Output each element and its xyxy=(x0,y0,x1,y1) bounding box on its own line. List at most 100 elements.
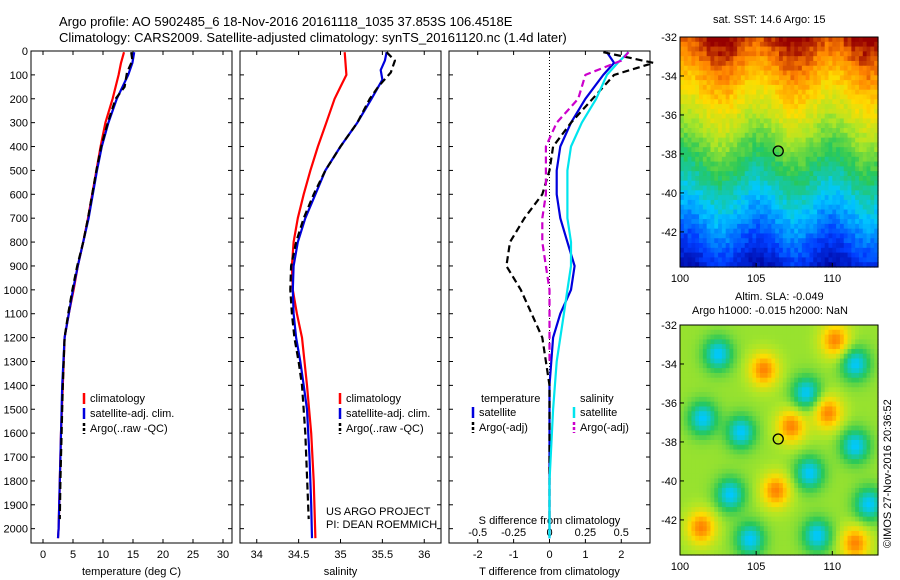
sst-xtick-label: 110 xyxy=(824,273,842,285)
depth-tick-label: 800 xyxy=(10,237,28,249)
sst-ytick-label: -36 xyxy=(661,110,677,122)
temperature-xlabel: temperature (deg C) xyxy=(82,566,181,578)
profile-title: Argo profile: AO 5902485_6 18-Nov-2016 2… xyxy=(59,14,513,29)
diff-legend-s-satellite-label: satellite xyxy=(580,407,617,419)
salinity-diff-tick-label: 0.25 xyxy=(575,527,596,539)
climatology-subtitle: Climatology: CARS2009. Satellite-adjuste… xyxy=(59,30,567,45)
temperature-series-climatology xyxy=(56,51,126,539)
temperature-legend-2-label: Argo(..raw -QC) xyxy=(90,423,168,435)
difference-xtick-label: -2 xyxy=(473,549,483,561)
temperature-axes-frame xyxy=(30,50,233,544)
difference-axes-frame xyxy=(448,50,651,544)
depth-tick-label: 0 xyxy=(22,46,28,58)
salinity-diff-tick-label: 0.5 xyxy=(614,527,629,539)
sst-ytick-label: -42 xyxy=(661,227,677,239)
sst-map-frame xyxy=(679,36,879,268)
sla-ytick-label: -34 xyxy=(661,359,677,371)
salinity-diff-tick-label: 0 xyxy=(546,527,552,539)
depth-tick-label: 1800 xyxy=(4,476,28,488)
sst-heatmap-cells xyxy=(680,37,879,268)
difference-series-temperature-satellite xyxy=(548,51,616,539)
imos-credit: ©IMOS 27-Nov-2016 20:36:52 xyxy=(882,399,894,548)
sst-ytick-label: -38 xyxy=(661,149,677,161)
temperature-series-satellite-adj-clim- xyxy=(56,52,136,539)
salinity-xlabel: salinity xyxy=(324,566,358,578)
salinity-xtick-label: 36 xyxy=(418,549,430,561)
depth-tick-label: 1100 xyxy=(4,309,28,321)
difference-series-salinity-argo-adj- xyxy=(541,51,630,362)
diff-legend-temperature-header: temperature xyxy=(481,393,540,405)
difference-series-temperature-argo-adj- xyxy=(505,51,655,520)
sst-ytick-label: -32 xyxy=(661,32,677,44)
sla-argo-marker xyxy=(772,433,784,445)
salinity-series-satellite-adj-clim- xyxy=(291,51,388,539)
temperature-xtick-label: 20 xyxy=(157,549,169,561)
temperature-xtick-label: 25 xyxy=(187,549,199,561)
salinity-xtick-label: 34.5 xyxy=(288,549,309,561)
project-label: US ARGO PROJECT xyxy=(326,506,431,518)
pi-label: PI: DEAN ROEMMICH xyxy=(326,519,438,531)
sla-ytick-label: -32 xyxy=(661,320,677,332)
sla-heatmap-cells xyxy=(680,325,879,556)
salinity-diff-label: S difference from climatology xyxy=(479,515,621,527)
temperature-xtick-label: 15 xyxy=(127,549,139,561)
diff-legend-t-satellite-label: satellite xyxy=(479,407,516,419)
depth-tick-label: 2000 xyxy=(4,524,28,536)
diff-legend-t-argo-label: Argo(-adj) xyxy=(479,422,528,434)
difference-series-salinity-satellite xyxy=(548,51,630,539)
salinity-xtick-label: 34 xyxy=(251,549,263,561)
difference-xtick-label: 1 xyxy=(582,549,588,561)
temperature-xtick-label: 30 xyxy=(217,549,229,561)
difference-xtick-label: 0 xyxy=(546,549,552,561)
sla-xtick-label: 105 xyxy=(747,561,765,573)
depth-tick-label: 400 xyxy=(10,142,28,154)
depth-tick-label: 1600 xyxy=(4,428,28,440)
salinity-legend-2-label: Argo(..raw -QC) xyxy=(346,423,424,435)
sst-map-title: sat. SST: 14.6 Argo: 15 xyxy=(713,14,826,26)
salinity-axes-frame xyxy=(239,50,442,544)
sla-ytick-label: -42 xyxy=(661,515,677,527)
sst-xtick-label: 105 xyxy=(747,273,765,285)
salinity-xtick-label: 35.5 xyxy=(372,549,393,561)
sla-xtick-label: 100 xyxy=(671,561,689,573)
temperature-legend-0-label: climatology xyxy=(90,393,146,405)
diff-legend-salinity-header: salinity xyxy=(580,393,614,405)
depth-tick-label: 1300 xyxy=(4,356,28,368)
depth-tick-label: 100 xyxy=(10,70,28,82)
salinity-diff-tick-label: -0.5 xyxy=(468,527,487,539)
depth-tick-label: 600 xyxy=(10,189,28,201)
sla-map-frame xyxy=(679,324,879,556)
sla-ytick-label: -38 xyxy=(661,437,677,449)
sla-ytick-label: -40 xyxy=(661,476,677,488)
depth-tick-label: 1400 xyxy=(4,380,28,392)
sst-xtick-label: 100 xyxy=(671,273,689,285)
temperature-series-argo-raw-qc- xyxy=(58,52,134,520)
temperature-xtick-label: 5 xyxy=(70,549,76,561)
depth-tick-label: 700 xyxy=(10,213,28,225)
depth-tick-label: 200 xyxy=(10,94,28,106)
sla-map-title-2: Argo h1000: -0.015 h2000: NaN xyxy=(692,305,848,317)
temperature-xtick-label: 0 xyxy=(40,549,46,561)
difference-xtick-label: 2 xyxy=(618,549,624,561)
difference-xtick-label: -1 xyxy=(509,549,519,561)
depth-tick-label: 1900 xyxy=(4,500,28,512)
depth-tick-label: 1000 xyxy=(4,285,28,297)
sla-xtick-label: 110 xyxy=(824,561,842,573)
difference-xlabel: T difference from climatology xyxy=(479,566,620,578)
sst-argo-marker xyxy=(772,145,784,157)
salinity-legend-1-label: satellite-adj. clim. xyxy=(346,408,430,420)
salinity-xtick-label: 35 xyxy=(334,549,346,561)
sla-map-title-1: Altim. SLA: -0.049 xyxy=(735,291,824,303)
depth-tick-label: 900 xyxy=(10,261,28,273)
salinity-series-climatology xyxy=(290,52,348,539)
depth-tick-label: 500 xyxy=(10,165,28,177)
salinity-legend-0-label: climatology xyxy=(346,393,402,405)
diff-legend-s-argo-label: Argo(-adj) xyxy=(580,422,629,434)
sst-ytick-label: -40 xyxy=(661,188,677,200)
temperature-legend-1-label: satellite-adj. clim. xyxy=(90,408,174,420)
depth-tick-label: 1500 xyxy=(4,404,28,416)
depth-tick-label: 300 xyxy=(10,118,28,130)
salinity-series-argo-raw-qc- xyxy=(289,51,396,520)
depth-tick-label: 1200 xyxy=(4,333,28,345)
depth-tick-label: 1700 xyxy=(4,452,28,464)
